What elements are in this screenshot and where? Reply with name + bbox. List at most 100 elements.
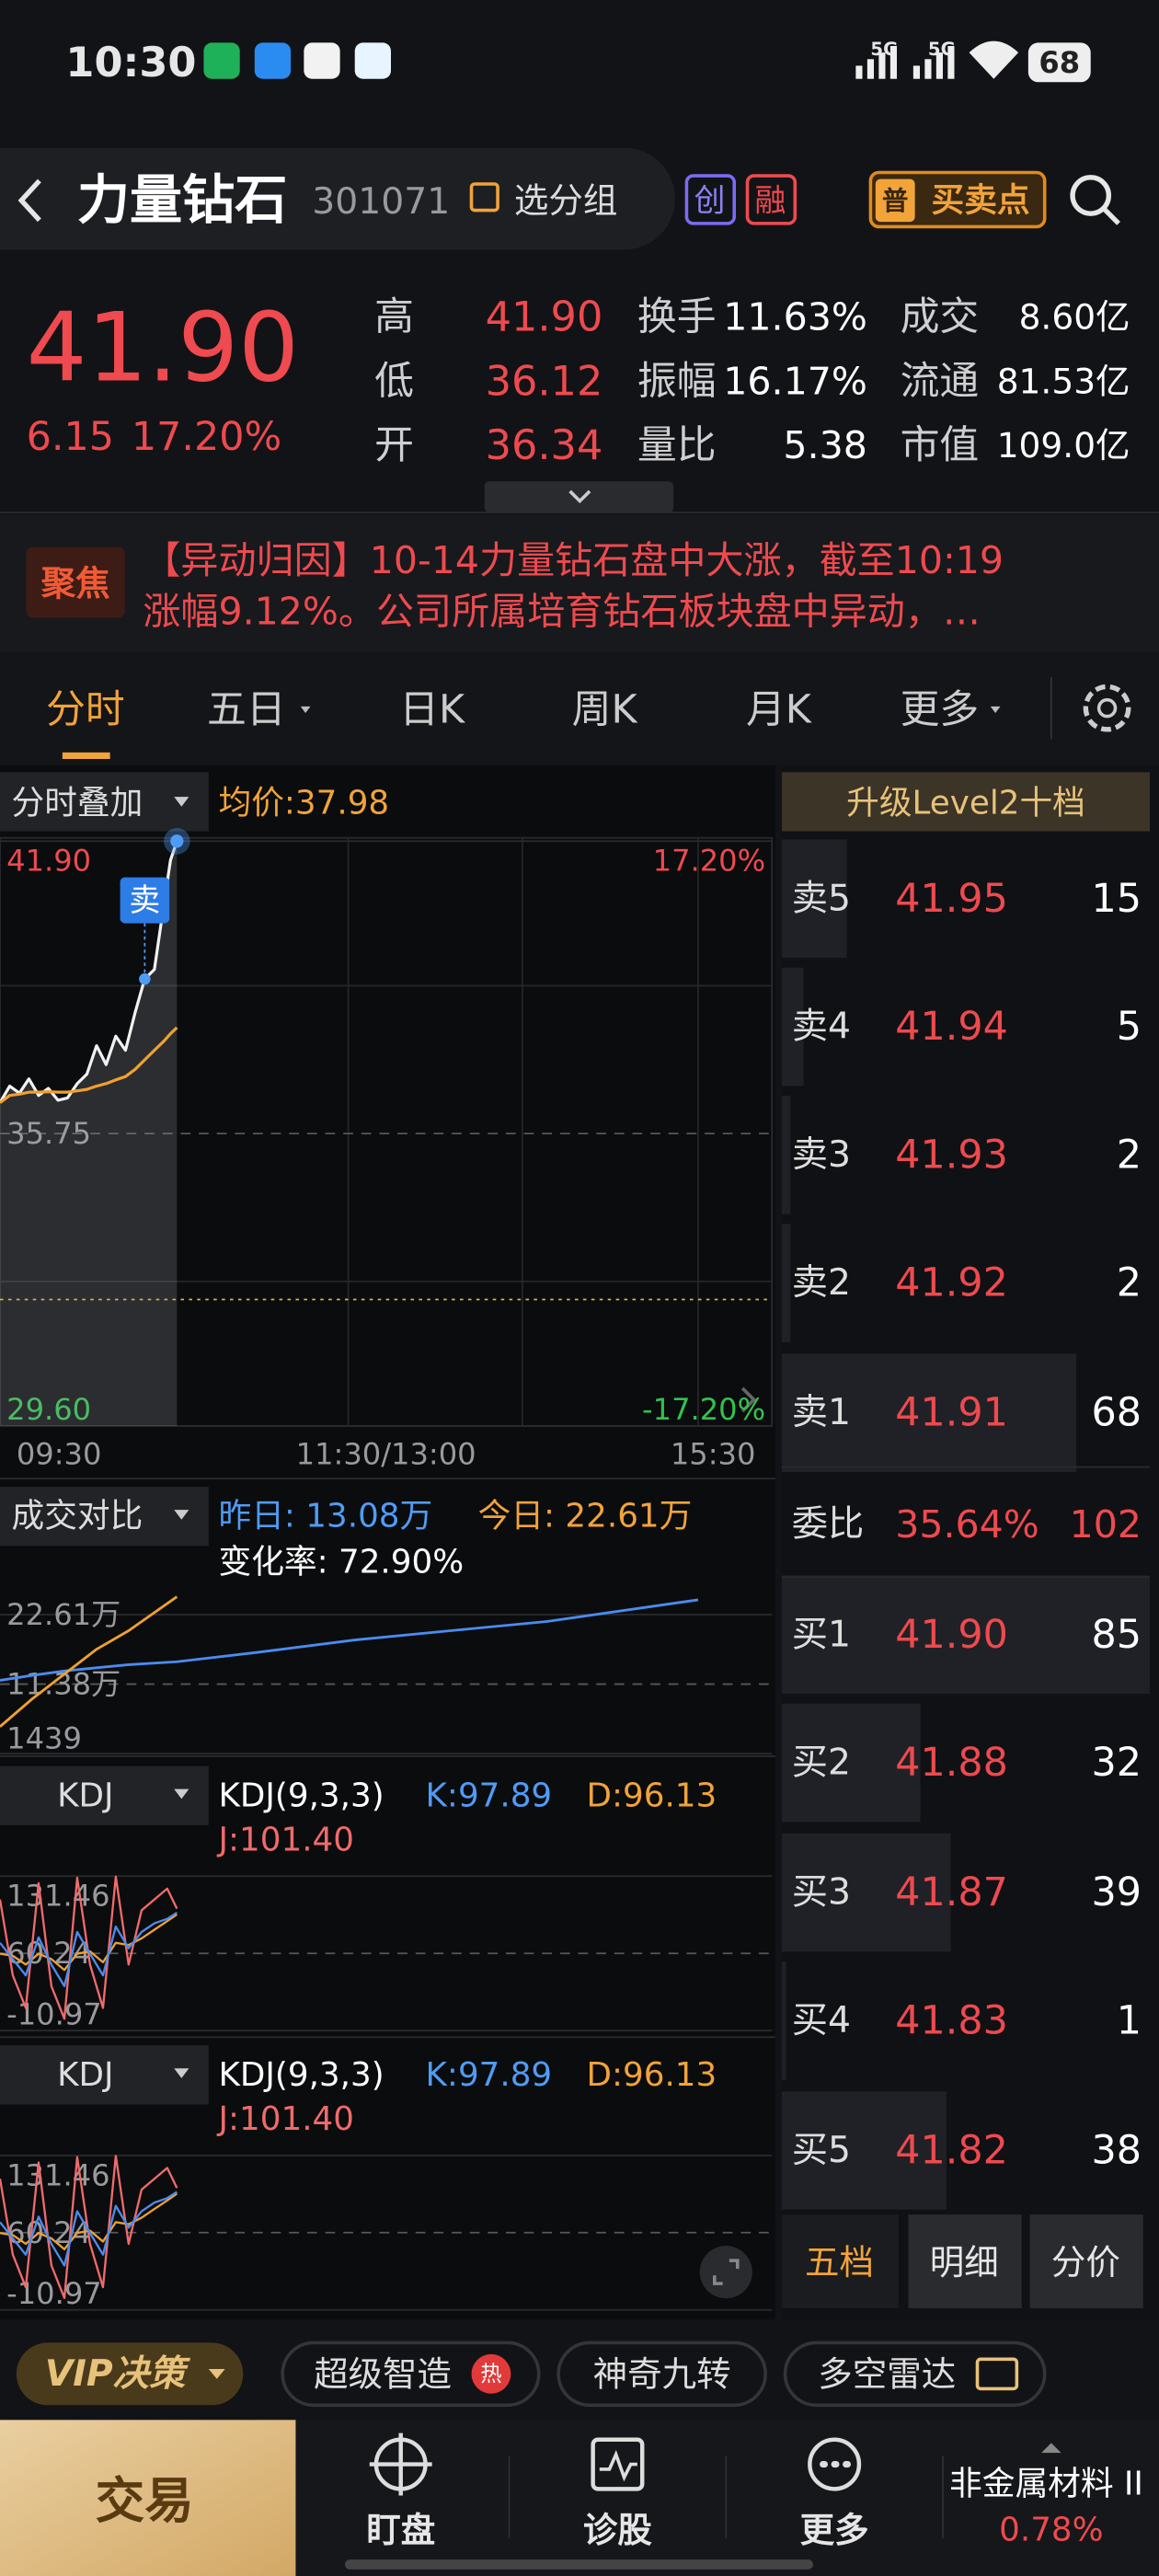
line: [0, 1875, 178, 2020]
news-tag: 聚焦: [40, 563, 110, 604]
volume-selector[interactable]: [0, 1487, 209, 1547]
row-price: 41.95: [895, 876, 1008, 922]
tool-chip[interactable]: [557, 2340, 767, 2408]
row-label: 卖2: [792, 1262, 851, 1304]
trade-button[interactable]: [0, 2420, 296, 2576]
stock-code: 301071: [312, 181, 450, 223]
nav-item[interactable]: 诊股: [583, 2510, 652, 2550]
expand-arrow[interactable]: [740, 1386, 757, 1413]
volume-bar: [782, 1703, 921, 1823]
search-icon[interactable]: [1070, 175, 1112, 216]
volume-bar: [782, 1224, 791, 1342]
tab[interactable]: 周K: [572, 686, 638, 732]
line: [0, 1911, 178, 1988]
kdj-panel: KDJ KDJ(9,3,3) K:97.89 D:96.13 J:101.40 …: [0, 1765, 773, 2031]
stat-label: 换手: [637, 294, 717, 340]
x-tick-label: 15:30: [671, 1436, 756, 1471]
x-tick-label: 09:30: [17, 1436, 102, 1471]
change-pct: 17.20%: [132, 414, 281, 460]
overlay-selector-text: 分时叠加: [12, 785, 143, 822]
tab[interactable]: 月K: [746, 686, 812, 732]
badge-text: 融: [755, 182, 786, 218]
row-price: 41.90: [895, 1612, 1008, 1658]
kdj-params: KDJ(9,3,3): [219, 1777, 384, 1814]
tool-text: 神奇九转: [593, 2353, 731, 2394]
row-price: 41.94: [895, 1004, 1008, 1050]
row-volume: 15: [1092, 876, 1142, 922]
back-button[interactable]: [17, 178, 41, 223]
stat-value: 41.90: [486, 293, 603, 341]
y-tick-label: 11.38万: [6, 1667, 120, 1702]
book-tab[interactable]: [782, 2214, 899, 2308]
dropdown-arrow: [174, 2068, 189, 2078]
book-tab[interactable]: [908, 2214, 1022, 2308]
upgrade-text: 升级Level2十档: [846, 785, 1085, 822]
nav-icon: [591, 2437, 645, 2491]
group-button[interactable]: 选分组: [514, 180, 618, 221]
stat-label: 高: [374, 294, 414, 340]
stat-value: 8.60亿: [1019, 297, 1130, 338]
dropdown-arrow: [174, 1510, 189, 1520]
row-price: 41.87: [895, 1869, 1008, 1915]
tabs: 分时 五日 日K 周K 月K 更多: [46, 686, 979, 732]
battery: [1027, 42, 1091, 83]
sector-name[interactable]: 非金属材料 II: [949, 2466, 1143, 2503]
y-tick-label: 1439: [6, 1720, 82, 1755]
stat-label: 流通: [901, 358, 980, 404]
signal-icon-box: [875, 178, 915, 223]
kdj-selector[interactable]: [0, 1765, 209, 1825]
battery-level: 68: [1039, 45, 1080, 80]
tool-chip[interactable]: [281, 2340, 541, 2408]
signal-icon: [947, 46, 955, 79]
app-icon: [354, 42, 392, 79]
row-price: 41.83: [895, 1997, 1008, 2043]
home-indicator: [345, 2559, 813, 2570]
fullscreen-button[interactable]: [699, 2246, 752, 2299]
kdj-d: D:96.13: [587, 1777, 717, 1814]
kdj-selector[interactable]: [0, 2045, 209, 2105]
search-icon-handle: [1102, 206, 1120, 225]
price: 41.90: [27, 293, 299, 404]
nav-icon-cross: [369, 2432, 432, 2496]
tool-chip[interactable]: [783, 2340, 1047, 2408]
line: [0, 1595, 178, 1728]
chevron: [568, 489, 591, 504]
trade-text: 交易: [96, 2471, 194, 2529]
signal-icon: [935, 52, 943, 79]
nav-item[interactable]: 盯盘: [366, 2510, 435, 2550]
tab[interactable]: 五日: [207, 686, 286, 732]
row-price: 41.82: [895, 2128, 1008, 2174]
overlay-selector[interactable]: [0, 772, 209, 832]
news-banner[interactable]: [0, 513, 1159, 652]
settings-icon[interactable]: [1083, 684, 1131, 732]
tab[interactable]: 更多: [901, 686, 980, 732]
badge: [745, 174, 798, 225]
volume-bar: [782, 1575, 1150, 1695]
stat-label: 低: [374, 358, 414, 404]
upgrade-banner[interactable]: [782, 772, 1150, 832]
collapse-tab[interactable]: [484, 481, 674, 513]
app-icon: [203, 42, 240, 79]
vip-button[interactable]: [16, 2342, 244, 2406]
signal-icon: [866, 59, 874, 79]
sector-change: 0.78%: [999, 2512, 1103, 2549]
kdj-j: J:101.40: [217, 2100, 355, 2138]
stock-name: 力量钻石: [77, 170, 288, 231]
row-volume: 39: [1092, 1869, 1142, 1915]
row-volume: 2: [1117, 1132, 1142, 1178]
badge: [684, 174, 737, 225]
signal-icon: [912, 65, 920, 79]
app-icon: [254, 42, 292, 79]
row-price: 41.88: [895, 1740, 1008, 1786]
intraday-chart: 41.90 35.75 29.60 17.20% -17.20% 09:30 11:30/1…: [0, 828, 774, 1471]
book-tab[interactable]: [1029, 2214, 1143, 2308]
radar-icon: [975, 2357, 1019, 2391]
line: [0, 1598, 699, 1682]
tab[interactable]: 分时: [46, 686, 125, 732]
tab[interactable]: 日K: [399, 686, 465, 732]
kdj-j: J:101.40: [217, 1822, 355, 1859]
nav-item[interactable]: 更多: [800, 2510, 869, 2550]
nav-icon-pulse: [599, 2450, 637, 2482]
volume-bar: [782, 839, 847, 959]
